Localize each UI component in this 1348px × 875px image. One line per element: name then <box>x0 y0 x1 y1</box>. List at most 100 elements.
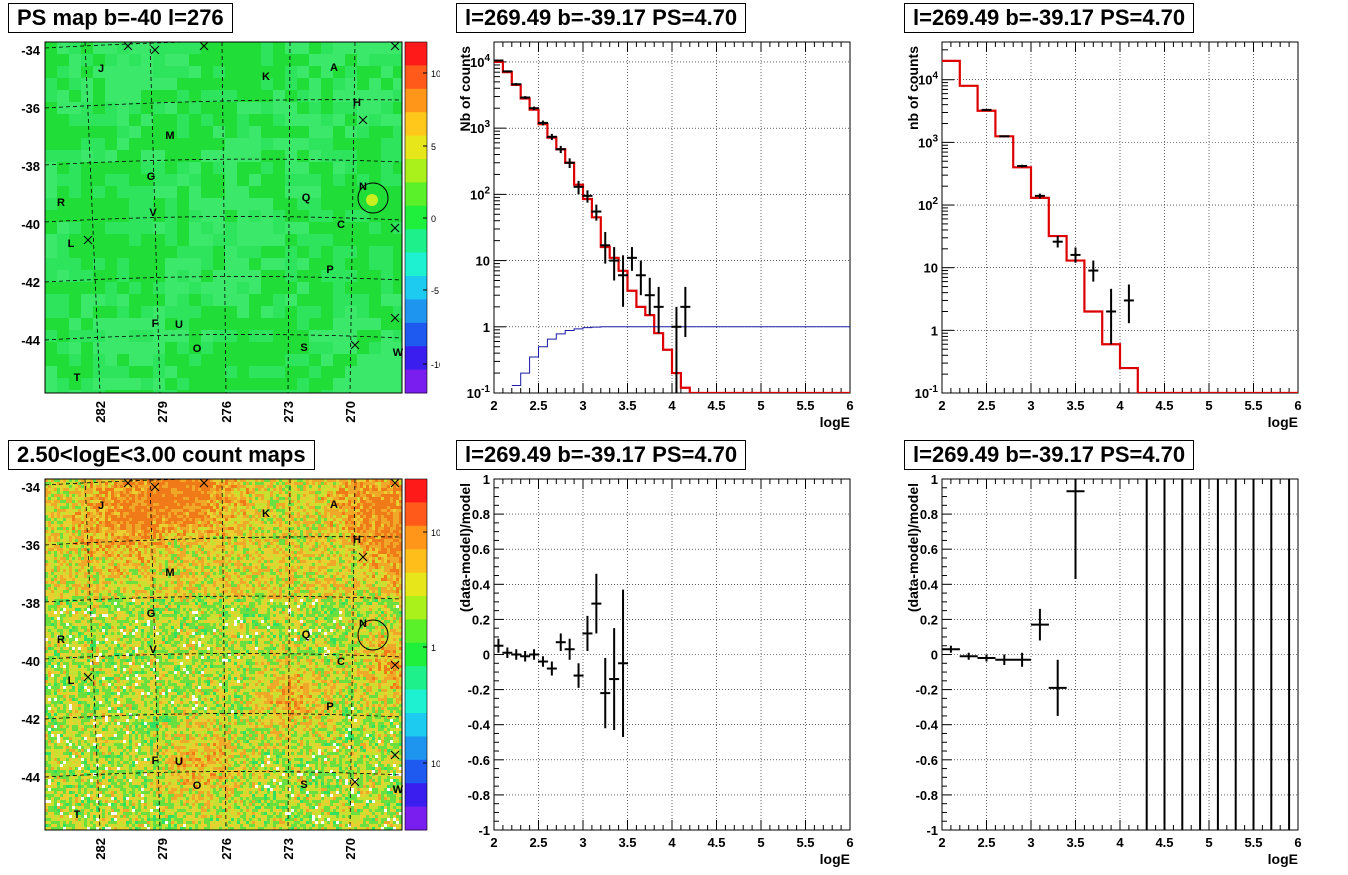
map-pixel <box>333 545 337 549</box>
map-pixel <box>99 509 103 513</box>
map-pixel <box>99 524 103 528</box>
map-pixel <box>99 488 103 492</box>
map-pixel <box>183 569 187 573</box>
map-pixel <box>297 258 310 271</box>
map-pixel <box>108 515 112 519</box>
map-pixel <box>300 509 304 513</box>
map-pixel <box>93 54 106 67</box>
map-pixel <box>93 90 106 103</box>
map-pixel <box>324 518 328 522</box>
map-pixel <box>261 500 265 504</box>
map-pixel <box>357 542 361 546</box>
map-pixel <box>285 491 289 495</box>
map-pixel <box>162 533 166 537</box>
map-pixel <box>237 90 250 103</box>
map-pixel <box>69 294 82 307</box>
map-pixel <box>78 488 82 492</box>
map-pixel <box>174 578 178 582</box>
map-pixel <box>249 569 253 573</box>
map-pixel <box>339 533 343 537</box>
map-pixel <box>297 378 310 391</box>
map-pixel <box>237 114 250 127</box>
map-pixel <box>294 521 298 525</box>
map-pixel <box>78 563 82 567</box>
map-pixel <box>273 482 277 486</box>
map-pixel <box>297 126 310 139</box>
map-pixel <box>282 578 286 582</box>
map-pixel <box>234 509 238 513</box>
map-pixel <box>189 509 193 513</box>
map-pixel <box>240 548 244 552</box>
grid-line <box>45 158 402 166</box>
map-pixel <box>315 560 319 564</box>
map-pixel <box>399 509 402 513</box>
map-pixel <box>399 521 402 525</box>
map-pixel <box>282 548 286 552</box>
map-pixel <box>51 497 55 501</box>
map-pixel <box>252 554 256 558</box>
map-pixel <box>261 186 274 199</box>
map-pixel <box>183 524 187 528</box>
map-pixel <box>204 497 208 501</box>
map-pixel <box>318 485 322 489</box>
map-pixel <box>255 506 259 510</box>
map-pixel <box>342 560 346 564</box>
map-pixel <box>57 494 61 498</box>
map-pixel <box>300 524 304 528</box>
map-pixel <box>201 575 205 579</box>
map-pixel <box>180 509 184 513</box>
map-pixel <box>309 500 313 504</box>
map-pixel <box>288 524 292 528</box>
map-pixel <box>183 575 187 579</box>
map-pixel <box>297 557 301 561</box>
map-pixel <box>234 539 238 543</box>
map-pixel <box>249 126 262 139</box>
map-pixel <box>351 539 355 543</box>
map-pixel <box>321 54 334 67</box>
map-pixel <box>162 506 166 510</box>
map-pixel <box>144 539 148 543</box>
map-pixel <box>297 150 310 163</box>
map-pixel <box>387 545 391 549</box>
map-pixel <box>261 497 265 501</box>
map-pixel <box>186 551 190 555</box>
map-pixel <box>237 560 241 564</box>
map-pixel <box>51 575 55 579</box>
map-pixel <box>363 521 367 525</box>
map-pixel <box>204 551 208 555</box>
map-pixel <box>81 366 94 379</box>
map-pixel <box>105 174 118 187</box>
map-pixel <box>45 494 49 498</box>
map-pixel <box>339 539 343 543</box>
map-pixel <box>285 545 289 549</box>
map-pixel <box>159 485 163 489</box>
map-pixel <box>303 557 307 561</box>
map-pixel <box>171 548 175 552</box>
map-pixel <box>201 90 214 103</box>
map-pixel <box>99 539 103 543</box>
map-pixel <box>84 515 88 519</box>
map-pixel <box>381 509 385 513</box>
map-pixel <box>297 548 301 552</box>
map-pixel <box>75 479 79 483</box>
map-pixel <box>267 485 271 489</box>
map-pixel <box>213 542 217 546</box>
map-pixel <box>192 494 196 498</box>
map-pixel <box>297 551 301 555</box>
map-pixel <box>369 306 382 319</box>
map-pixel <box>81 551 85 555</box>
map-pixel <box>309 521 313 525</box>
map-pixel <box>96 563 100 567</box>
map-pixel <box>381 548 385 552</box>
map-pixel <box>303 509 307 513</box>
map-pixel <box>324 530 328 534</box>
map-pixel <box>93 557 97 561</box>
map-pixel <box>132 512 136 516</box>
map-pixel <box>114 575 118 579</box>
map-pixel <box>393 138 402 151</box>
map-pixel <box>213 503 217 507</box>
map-pixel <box>216 575 220 579</box>
map-pixel <box>72 545 76 549</box>
map-pixel <box>54 566 58 570</box>
colorbar-segment <box>405 135 427 160</box>
